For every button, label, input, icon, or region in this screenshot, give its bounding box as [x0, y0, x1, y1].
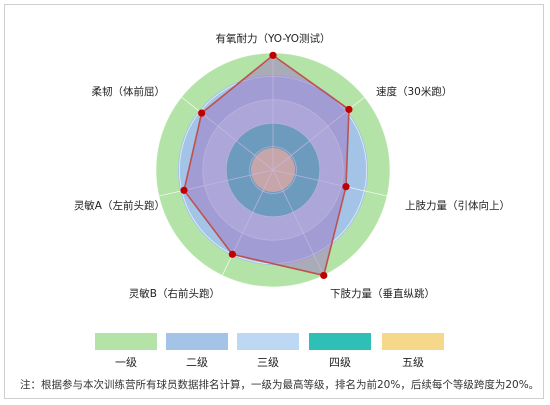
axis-label: 上肢力量（引体向上）	[405, 199, 510, 212]
legend-item-level-5: 五级	[382, 333, 444, 370]
legend-label: 二级	[186, 356, 208, 369]
axis-label: 速度（30米跑）	[376, 85, 452, 98]
axis-label: 灵敏B（右前头跑）	[129, 287, 220, 300]
axis-labels: 有氧耐力（YO-YO测试） 速度（30米跑） 上肢力量（引体向上） 下肢力量（垂直纵跳…	[74, 32, 510, 300]
legend-swatch	[309, 333, 371, 350]
radar-series	[180, 51, 353, 280]
data-point	[342, 183, 350, 191]
legend-label: 四级	[329, 356, 351, 369]
data-point	[320, 271, 328, 280]
axis-label: 有氧耐力（YO-YO测试）	[215, 32, 330, 45]
legend-label: 三级	[257, 356, 279, 369]
legend-swatch	[95, 333, 157, 350]
legend-label: 一级	[115, 356, 137, 369]
legend: 一级 二级 三级 四级 五级	[0, 333, 550, 373]
legend-item-level-3: 三级	[237, 333, 299, 370]
series-polygon	[183, 54, 350, 277]
data-point	[198, 109, 206, 117]
axis-label: 下肢力量（垂直纵跳）	[330, 287, 435, 300]
legend-swatch	[166, 333, 228, 350]
axis-label: 灵敏A（左前头跑）	[74, 199, 165, 212]
legend-item-level-1: 一级	[95, 333, 157, 370]
legend-swatch	[382, 333, 444, 350]
legend-item-level-2: 二级	[166, 333, 228, 370]
data-point	[345, 105, 353, 114]
data-point	[180, 186, 188, 194]
footnote: 注：根据参与本次训练营所有球员数据排名计算，一级为最高等级，排名为前20%，后续…	[20, 379, 540, 391]
legend-swatch	[237, 333, 299, 350]
legend-label: 五级	[402, 356, 424, 369]
axis-label: 柔韧（体前屈）	[92, 85, 166, 98]
data-point	[228, 250, 236, 258]
legend-item-level-4: 四级	[309, 333, 371, 370]
data-point	[269, 51, 277, 59]
